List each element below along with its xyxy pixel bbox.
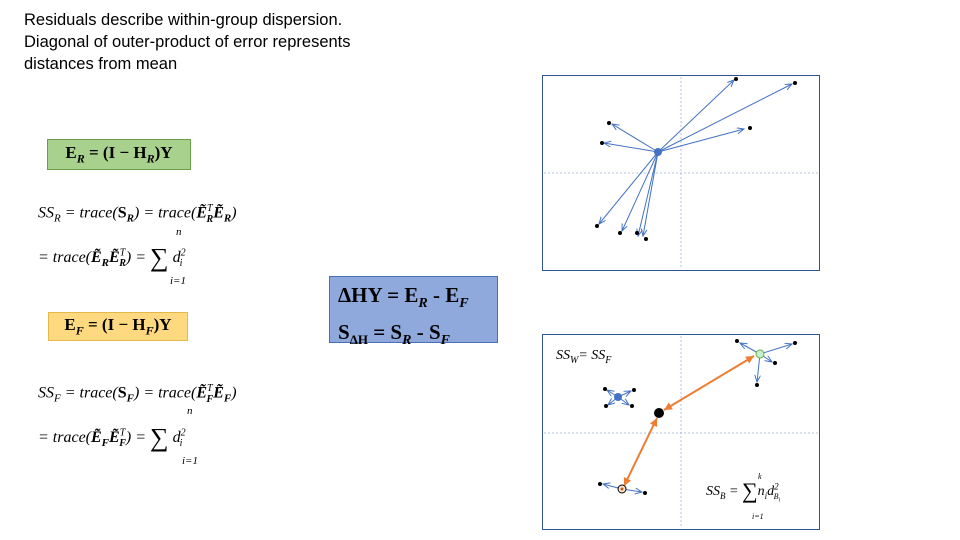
group-blue-cluster [603,387,636,408]
ssr-equation-line-2: = trace(ẼRẼTR) = ∑ d2i [38,243,186,272]
top-data-points [595,77,797,241]
ef-equation-box: EF = (I − HF)Y [48,312,188,341]
intro-text: Residuals describe within-group dispersi… [24,9,444,75]
intro-line-2: Diagonal of outer-product of error repre… [24,33,351,51]
top-residual-arrows [599,80,792,236]
ssb-label: SSB = ∑nid2Bi [706,478,781,504]
group-green-cluster [735,339,797,387]
ssr-equation-line-1: SSR = trace(SR) = trace(ẼTRẼR) [38,203,237,225]
delta-h-box: ΔHY = ER - EF SΔH = SR - SF [329,276,498,348]
ssf-equation-line-2: = trace(ẼFẼTF) = ∑ d2i [38,423,186,452]
ssw-label: SSW= SSF [556,348,612,366]
between-group-arrows [623,355,755,487]
s-delta-h-equation: SΔH = SR - SF [338,320,450,349]
intro-line-1: Residuals describe within-group dispersi… [24,11,343,29]
ssf-equation-line-1: SSF = trace(SF) = trace(ẼTFẼF) [38,383,237,405]
ssb-sum-upper: k [758,472,762,481]
delta-hy-equation: ΔHY = ER - EF [338,283,469,312]
er-equation-box: ER = (I − HR)Y [47,139,191,170]
ssb-sum-lower: i=1 [752,512,764,521]
ssr-sum-upper: n [176,226,182,238]
ssf-sum-upper: n [187,405,193,417]
top-plot-axes [544,77,818,269]
intro-line-3: distances from mean [24,55,178,73]
er-equation: ER = (I − HR)Y [65,142,173,166]
group-brown-cluster [598,482,647,495]
grand-mean-point [654,408,664,418]
top-mean-point [654,148,662,156]
ssr-sum-lower: i=1 [170,275,186,287]
ef-equation: EF = (I − HF)Y [64,314,172,338]
ssf-sum-lower: i=1 [182,455,198,467]
